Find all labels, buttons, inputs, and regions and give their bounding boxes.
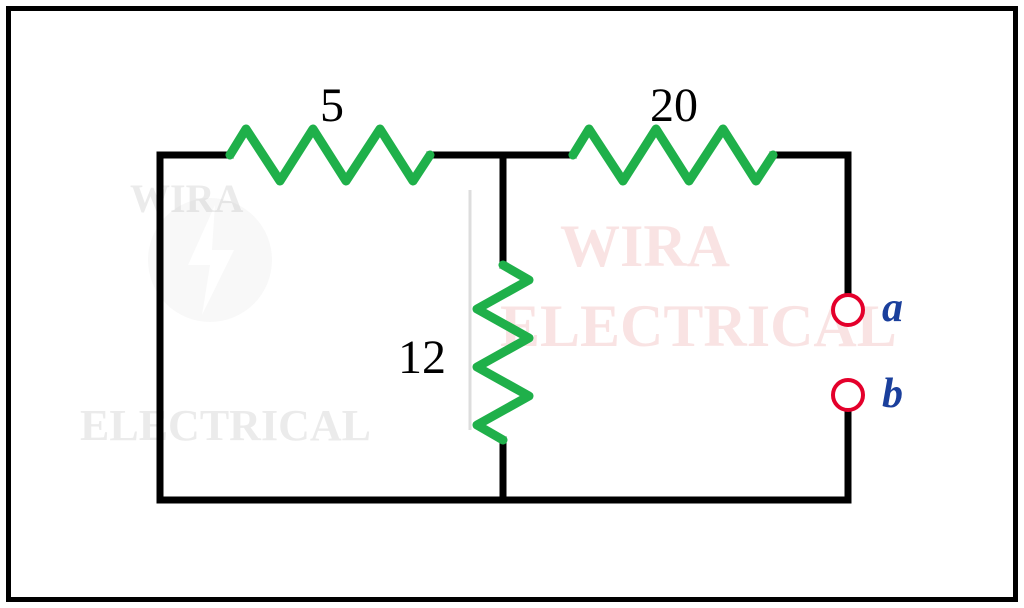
- label-terminal-b: b: [882, 370, 903, 418]
- resistor-r20: [573, 129, 773, 181]
- terminal-a: [833, 295, 863, 325]
- label-terminal-a: a: [882, 284, 903, 332]
- resistor-r12: [477, 265, 529, 440]
- resistor-r5: [230, 129, 430, 181]
- label-r5: 5: [320, 78, 344, 133]
- label-r20: 20: [650, 78, 698, 133]
- label-r12: 12: [398, 330, 446, 385]
- circuit-diagram: [0, 0, 1024, 608]
- terminal-b: [833, 380, 863, 410]
